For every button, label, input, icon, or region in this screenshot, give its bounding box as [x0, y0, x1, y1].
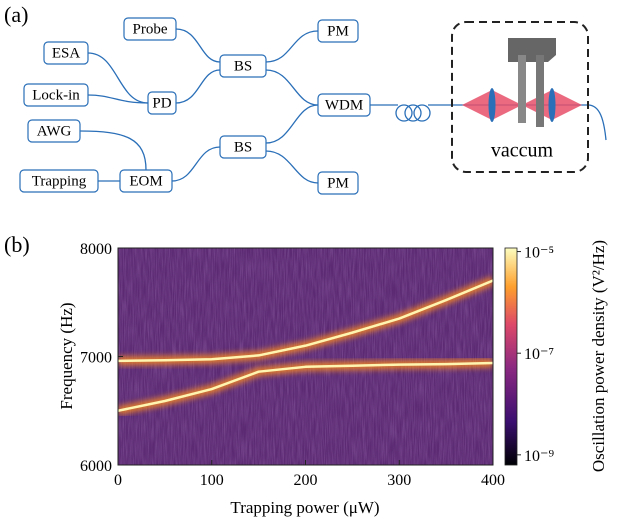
node-label: BS	[234, 139, 252, 155]
node-box	[147, 91, 177, 115]
node-box	[317, 171, 359, 195]
node-box	[19, 169, 99, 193]
x-tick-label: 400	[481, 472, 505, 489]
colorbar-tick-label: 10⁻⁷	[524, 346, 554, 363]
node-label: BS	[234, 58, 252, 74]
y-axis-label: Frequency (Hz)	[57, 302, 76, 409]
x-tick-label: 300	[387, 472, 411, 489]
chamber-label: vaccum	[491, 140, 554, 162]
x-tick-label: 200	[294, 472, 318, 489]
node-label: PD	[152, 95, 171, 111]
line	[118, 361, 493, 412]
plot	[118, 276, 493, 416]
node-box	[43, 41, 89, 65]
node-box	[219, 135, 267, 159]
nodes: Probe ESA Lock-in PD BS PM WDM AWG BS Trapping EOM…	[19, 17, 371, 195]
node-box	[27, 119, 81, 143]
line	[118, 279, 493, 363]
node-label: PM	[327, 175, 349, 191]
node-label: AWG	[37, 123, 72, 139]
y-tick-label: 8000	[80, 241, 112, 258]
node-label: Probe	[133, 21, 168, 37]
colorbar	[504, 247, 518, 466]
node-box	[219, 54, 267, 78]
panel-label: (a)	[4, 2, 28, 27]
node-label: Trapping	[32, 173, 87, 189]
colorbar-label: Oscillation power density (V²/Hz)	[589, 240, 608, 472]
node-box	[119, 169, 173, 193]
node-box	[317, 19, 359, 43]
fibers	[79, 28, 607, 184]
lens	[488, 88, 496, 122]
y-tick-label: 7000	[80, 350, 112, 367]
node-label: Lock-in	[32, 87, 80, 103]
y-tick-label: 6000	[80, 458, 112, 475]
node-label: PM	[327, 23, 349, 39]
chamber	[451, 21, 589, 173]
tuning-fork	[508, 38, 556, 127]
colorbar-tick-label: 10⁻⁹	[524, 448, 554, 465]
node-label: ESA	[52, 45, 81, 61]
node-box	[123, 17, 177, 41]
x-tick-label: 0	[114, 472, 122, 489]
lens	[548, 88, 556, 122]
node-box	[317, 93, 371, 117]
colorbar-tick-label: 10⁻⁵	[524, 245, 554, 262]
node-label: EOM	[129, 173, 162, 189]
node-label: WDM	[325, 97, 363, 113]
x-tick-label: 100	[200, 472, 224, 489]
node-box	[23, 83, 89, 107]
x-axis-label: Trapping power (μW)	[230, 498, 379, 517]
axes: 0 100 200 300 400 6000 7000 8000 10⁻⁵ 10⁻⁷ 10⁻⁹	[80, 241, 554, 489]
panel-label: (b)	[4, 232, 30, 257]
